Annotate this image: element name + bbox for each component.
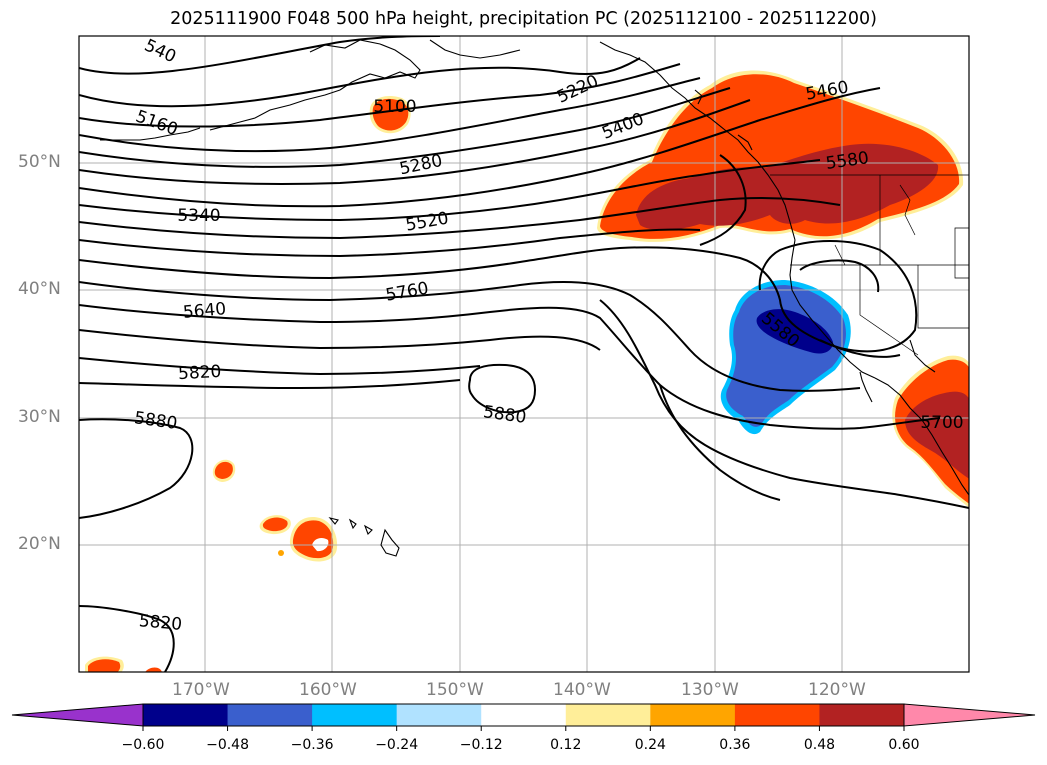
precip-0.48-fill xyxy=(636,143,939,231)
height-contours xyxy=(79,36,969,672)
colorbar-bin xyxy=(312,704,398,726)
precip-negative-california xyxy=(720,280,851,435)
map-title: 2025111900 F048 500 hPa height, precipit… xyxy=(170,9,877,29)
colorbar-bin xyxy=(396,704,482,726)
colorbar-bin xyxy=(734,704,820,726)
lon-label-120w: 120°W xyxy=(808,680,866,700)
colorbar-bin xyxy=(143,704,229,726)
colorbar-tick-label: −0.60 xyxy=(121,737,165,753)
contour-label: 5820 xyxy=(178,362,222,384)
colorbar-bin xyxy=(481,704,567,726)
contour-label: 5820 xyxy=(138,611,183,635)
precip-positive-aleutian-core xyxy=(372,98,409,131)
precip--0.48-fill xyxy=(756,309,833,354)
colorbar-under-arrow xyxy=(11,703,144,727)
colorbar-tick-label: 0.12 xyxy=(550,737,582,753)
lon-label-160w: 160°W xyxy=(299,680,357,700)
contour-label: 5700 xyxy=(920,413,963,433)
colorbar-bin xyxy=(227,704,313,726)
lat-label-30n: 30°N xyxy=(18,407,61,427)
colorbar-tick-label: −0.36 xyxy=(290,737,334,753)
lat-label-40n: 40°N xyxy=(18,279,61,299)
colorbar-bin xyxy=(565,704,651,726)
colorbar-tick-label: 0.24 xyxy=(634,737,666,753)
colorbar xyxy=(11,703,1036,731)
lon-label-130w: 130°W xyxy=(681,680,739,700)
contour-label: 5100 xyxy=(373,97,416,117)
map-frame xyxy=(78,35,970,673)
colorbar-over-arrow xyxy=(903,703,1036,727)
precip-positive-mexico-max xyxy=(905,391,969,479)
lat-label-20n: 20°N xyxy=(18,534,61,554)
precip-positive-hawaii xyxy=(212,459,338,562)
lon-label-150w: 150°W xyxy=(426,680,484,700)
colorbar-bin xyxy=(819,704,905,726)
colorbar-tick-label: 0.36 xyxy=(719,737,751,753)
lon-label-170w: 170°W xyxy=(172,680,230,700)
precip-positive-northwest xyxy=(597,70,964,242)
coastlines xyxy=(100,39,969,557)
precip--0.36-fill xyxy=(726,285,846,427)
colorbar-tick-label: 0.48 xyxy=(803,737,836,753)
colorbar-bin xyxy=(650,704,736,726)
colorbar-tick-label: 0.60 xyxy=(888,737,920,753)
political-borders xyxy=(770,174,969,356)
contour-label: 5640 xyxy=(182,299,227,323)
colorbar-tick-label: −0.24 xyxy=(375,737,419,753)
lon-label-140w: 140°W xyxy=(553,680,611,700)
colorbar-tickmarks xyxy=(142,726,905,731)
colorbar-tick-label: −0.12 xyxy=(459,737,503,753)
contour-label: 5340 xyxy=(177,206,220,226)
colorbar-frame xyxy=(142,703,905,727)
lat-label-50n: 50°N xyxy=(18,152,61,172)
colorbar-tick-label: −0.48 xyxy=(206,737,249,753)
map-content: 5100 5160 5220 5280 5340 5400 5460 5520 … xyxy=(79,36,969,672)
map-gridlines xyxy=(79,36,969,672)
colorbar-bins xyxy=(143,704,905,726)
